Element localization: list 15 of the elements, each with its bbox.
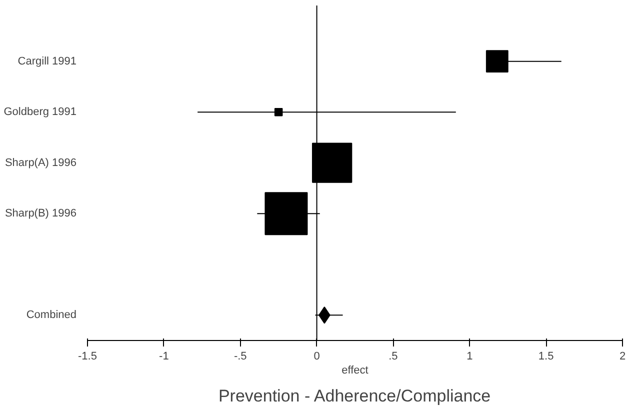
y-tick-label: Cargill 1991 xyxy=(18,55,76,68)
x-tick-label: 1 xyxy=(466,350,473,362)
x-tick-label: -1.5 xyxy=(78,350,97,362)
x-tick-label: 2 xyxy=(619,350,626,362)
x-tick-label: -1 xyxy=(159,350,169,362)
x-tick-label: 0 xyxy=(314,350,320,362)
y-tick-label: Combined xyxy=(26,309,76,322)
x-axis-title: effect xyxy=(342,364,368,376)
text: Prevention - Adherence/Compliance xyxy=(218,386,491,406)
x-tick-label: .5 xyxy=(388,350,398,362)
x-tick-label: 1.5 xyxy=(538,350,554,362)
x-tick-label: -.5 xyxy=(234,350,247,362)
y-tick-label: Goldberg 1991 xyxy=(4,106,77,118)
y-tick-label: Sharp(B) 1996 xyxy=(4,208,77,220)
y-tick-label: Sharp(A) 1996 xyxy=(4,156,77,169)
